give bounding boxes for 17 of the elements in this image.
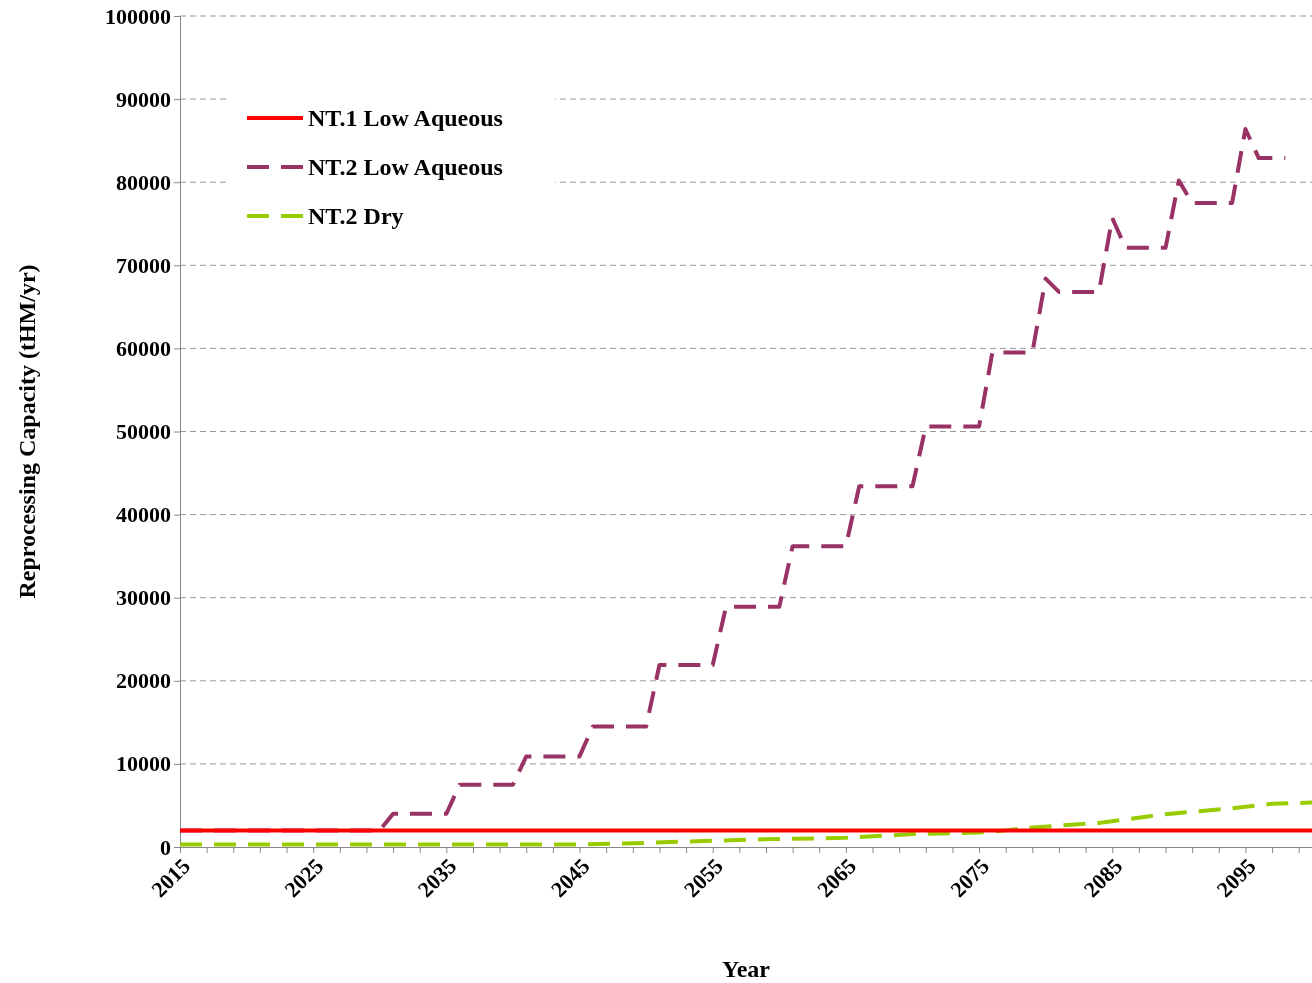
legend-label: NT.1 Low Aqueous [308, 105, 503, 131]
y-tick-label: 100000 [105, 3, 171, 29]
legend-label: NT.2 Low Aqueous [308, 154, 503, 180]
y-tick-label: 80000 [116, 169, 171, 195]
y-tick-label: 40000 [116, 502, 171, 528]
y-tick-label: 50000 [116, 419, 171, 445]
y-tick-label: 0 [160, 834, 171, 860]
x-axis-title: Year [722, 956, 771, 982]
y-tick-label: 10000 [116, 751, 171, 777]
y-tick-label: 90000 [116, 86, 171, 112]
y-tick-label: 30000 [116, 585, 171, 611]
y-tick-label: 60000 [116, 335, 171, 361]
y-tick-label: 70000 [116, 252, 171, 278]
y-axis-title: Reprocessing Capacity (tHM/yr) [14, 264, 40, 599]
legend-label: NT.2 Dry [308, 203, 404, 229]
y-tick-label: 20000 [116, 668, 171, 694]
line-series [178, 800, 1312, 847]
